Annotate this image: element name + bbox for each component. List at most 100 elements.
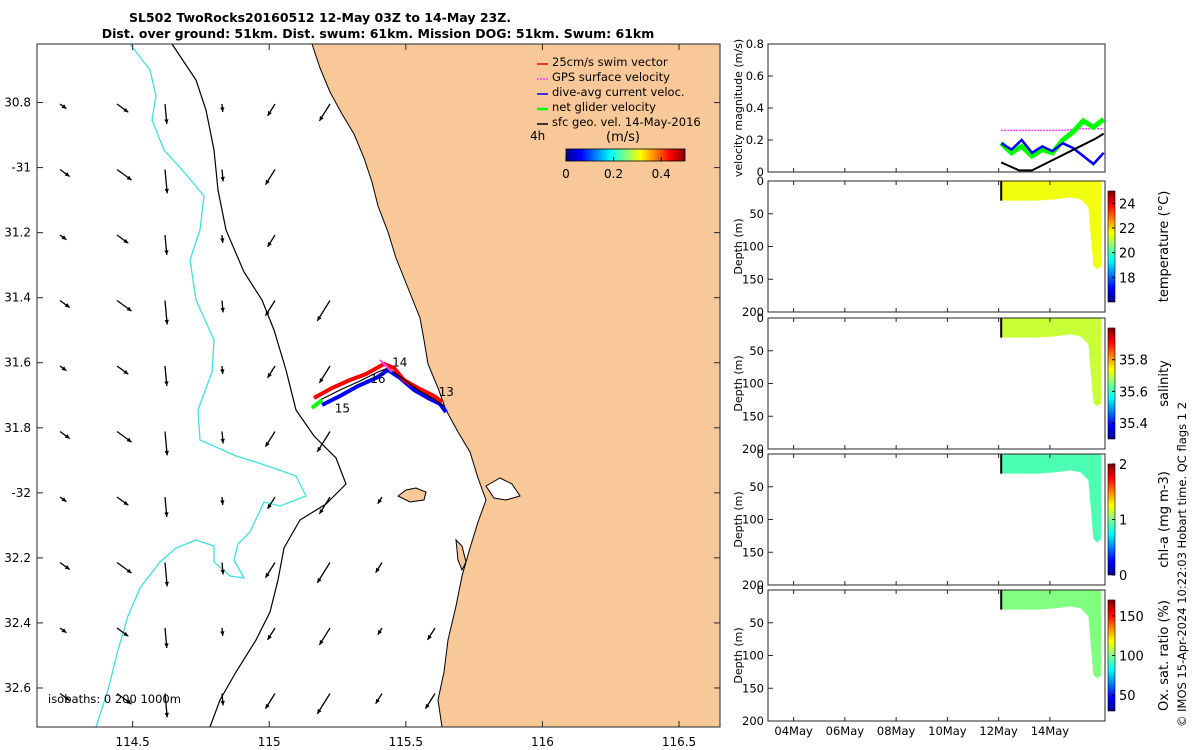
section-ytick-label: 150 [742,545,764,559]
current-vector-head [164,643,169,648]
current-vector-head [220,500,225,505]
current-vector-head [61,497,67,502]
map-ytick-label: 31.6 [4,356,31,370]
section-data-fill [1001,590,1102,679]
section-frame [767,180,1106,313]
velocity-series-line [999,117,1106,160]
map-xtick-label: 115.5 [389,735,423,749]
current-vector-head [123,369,129,375]
map-ytick-label: 32.2 [4,551,31,565]
section-panel: 0 50 100 150 200 Depth (m) 18 20 22 24 temperature… [732,174,1172,319]
colorbar-units: (m/s) [606,130,640,145]
time-xtick-label: 14May [1031,724,1070,738]
section-cb-tick-label: 50 [1119,689,1136,704]
current-vector-head [220,107,225,112]
section-ytick-label: 100 [742,377,764,391]
map-ytick-label: 31.8 [4,421,31,435]
section-ytick-label: 50 [749,344,764,358]
current-vector-head [265,441,270,447]
current-vector-head [317,708,322,714]
current-vector-head [164,319,169,325]
current-vector-head [220,700,225,706]
current-vector-head [267,241,272,247]
current-vector-head [64,434,70,439]
map-ytick-label: 32.4 [4,616,31,630]
section-cb-label: temperature (°C) [1157,191,1172,303]
current-vector-head [123,238,129,244]
speed-colorbar-ticks: 0 0.2 0.4 [562,157,671,181]
current-vector-head [220,631,225,636]
section-ytick-label: 100 [742,513,764,527]
current-vector-head [319,115,324,121]
time-xtick-label: 04May [774,724,813,738]
map-panel: 14 16 13 15 114.5 115 115.5 116 116.5 30.8 -31 31.… [4,43,721,749]
current-vector-head [319,639,324,645]
current-vector-head [375,698,380,704]
section-cb-tick-label: 35.8 [1119,354,1148,369]
current-vector-head [64,172,70,177]
current-vector-head [265,703,270,709]
current-vector-head [164,450,169,456]
section-cb-tick-label: 1 [1119,514,1127,529]
current-vector-head [267,110,272,116]
current-vector-head [64,303,70,308]
section-cb-label: salinity [1157,360,1172,407]
time-xtick-label: 08May [877,724,916,738]
section-cb-tick-label: 22 [1119,222,1136,237]
velocity-series-line [1000,138,1105,166]
track-blue [321,367,448,414]
section-cb-label: chl-a (mg m-3) [1157,471,1172,568]
current-vector-head [164,712,169,718]
section-cb-tick-label: 20 [1119,247,1136,262]
velocity-ylabel: velocity magnitude (m/s) [732,39,745,177]
current-vector-head [265,179,270,185]
day-label: 16 [370,372,385,386]
legend-label-geo: sfc geo. vel. 14-May-2016 [552,115,701,129]
section-ytick-label: 50 [749,616,764,630]
section-cb-tick-label: 24 [1119,197,1136,212]
estuary [485,477,521,501]
time-xtick-label: 10May [928,724,967,738]
copyright-text: © IMOS 15-Apr-2024 10:22:03 Hobart time.… [1175,402,1189,727]
map-ytick-label: -32 [11,486,31,500]
section-ylabel: Depth (m) [732,627,745,683]
time-step-label: 4h [530,129,545,143]
current-vector-head [123,107,129,113]
current-vector-head [377,629,382,635]
section-panel: 0 50 100 150 200 Depth (m) 0 1 2 chl-a (mg m-3) [732,447,1172,592]
velocity-series-line [1000,132,1105,172]
current-vector-head [265,310,270,316]
sfc-geo-vel-vectors [59,103,436,718]
current-vector-head [126,437,132,443]
section-ytick-label: 100 [742,649,764,663]
section-data-fill [1001,318,1102,407]
time-xtick-label: 06May [826,724,865,738]
track-magenta [379,359,393,373]
section-ylabel: Depth (m) [732,491,745,547]
current-vector-head [267,634,272,640]
track-green [310,398,324,410]
legend-label-net: net glider velocity [552,100,656,114]
current-vector-head [377,498,382,504]
map-legend: 25cm/s swim vector GPS surface velocity … [530,55,701,181]
section-frame [767,317,1106,450]
current-vector-head [427,634,432,640]
isobath-200m [171,44,347,727]
current-vector-head [164,119,169,124]
current-vector-head [164,381,169,386]
current-vector-head [64,696,70,701]
current-vector-head [126,568,132,574]
section-cb-label: Ox. sat. ratio (%) [1157,600,1172,711]
title-line-2: Dist. over ground: 51km. Dist. swum: 61k… [102,26,655,41]
section-ytick-label: 50 [749,480,764,494]
title-line-1: SL502 TwoRocks20160512 12-May 03Z to 14-… [129,10,511,25]
vel-ytick-label: 0 [757,165,764,179]
section-ytick-label: 200 [742,442,764,456]
current-vector-head [126,306,132,312]
current-vector-head [123,631,129,637]
speed-cb-tick-label: 0.2 [604,167,623,181]
section-ytick-label: 200 [742,578,764,592]
speed-colorbar [565,148,686,162]
section-ytick-label: 100 [742,240,764,254]
section-ytick-label: 0 [757,311,764,325]
